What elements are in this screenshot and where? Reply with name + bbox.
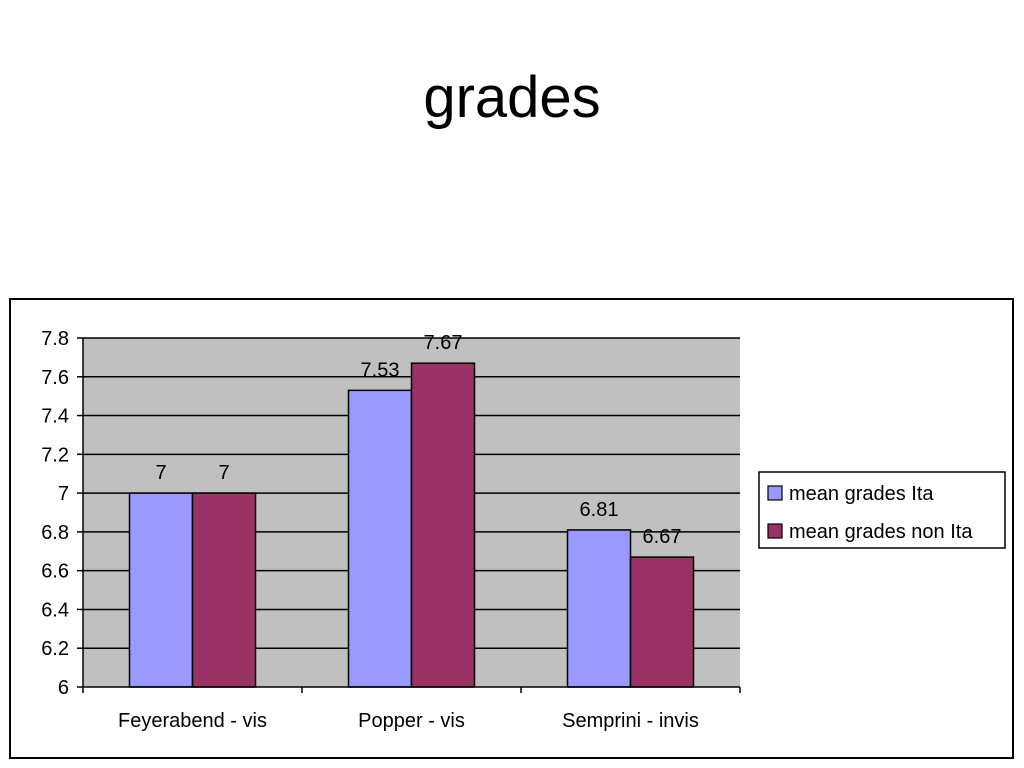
y-tick-label: 6.6 bbox=[41, 561, 69, 583]
data-label: 7 bbox=[218, 462, 229, 484]
bar bbox=[410, 362, 476, 688]
x-tick-label: Popper - vis bbox=[358, 710, 465, 732]
data-labels: 7 7 7.53 7.67 6.81 6.67 bbox=[155, 332, 681, 548]
y-tick-label: 6.8 bbox=[41, 522, 69, 544]
y-tick-label: 7.8 bbox=[41, 328, 69, 350]
x-tick-label: Feyerabend - vis bbox=[118, 710, 267, 732]
y-tick-label: 6.4 bbox=[41, 599, 69, 621]
axes: 6 6.2 6.4 6.6 6.8 7 7.2 7.4 7.6 7.8 Feyerabend - v… bbox=[41, 328, 741, 732]
legend-swatch bbox=[767, 485, 783, 501]
y-tick-label: 7.4 bbox=[41, 406, 69, 428]
legend: mean grades Ita mean grades non Ita bbox=[758, 471, 1006, 549]
x-tick-label: Semprini - invis bbox=[562, 710, 699, 732]
bar bbox=[128, 492, 194, 688]
bars bbox=[128, 362, 695, 688]
bar bbox=[347, 389, 413, 688]
bar bbox=[629, 556, 695, 688]
legend-label: mean grades non Ita bbox=[789, 521, 973, 543]
data-label: 7 bbox=[155, 462, 166, 484]
data-label: 7.67 bbox=[424, 332, 463, 354]
bar bbox=[566, 529, 632, 688]
y-tick-label: 6 bbox=[58, 677, 69, 699]
y-tick-label: 7 bbox=[58, 483, 69, 505]
data-label: 6.81 bbox=[580, 499, 619, 521]
data-label: 7.53 bbox=[361, 359, 400, 381]
y-tick-label: 6.2 bbox=[41, 638, 69, 660]
bar bbox=[191, 492, 257, 688]
legend-box bbox=[758, 471, 1006, 549]
y-tick-label: 7.6 bbox=[41, 367, 69, 389]
legend-label: mean grades Ita bbox=[789, 483, 934, 505]
data-label: 6.67 bbox=[643, 526, 682, 548]
legend-swatch bbox=[767, 523, 783, 539]
slide-title: grades bbox=[423, 65, 601, 130]
y-tick-label: 7.2 bbox=[41, 444, 69, 466]
